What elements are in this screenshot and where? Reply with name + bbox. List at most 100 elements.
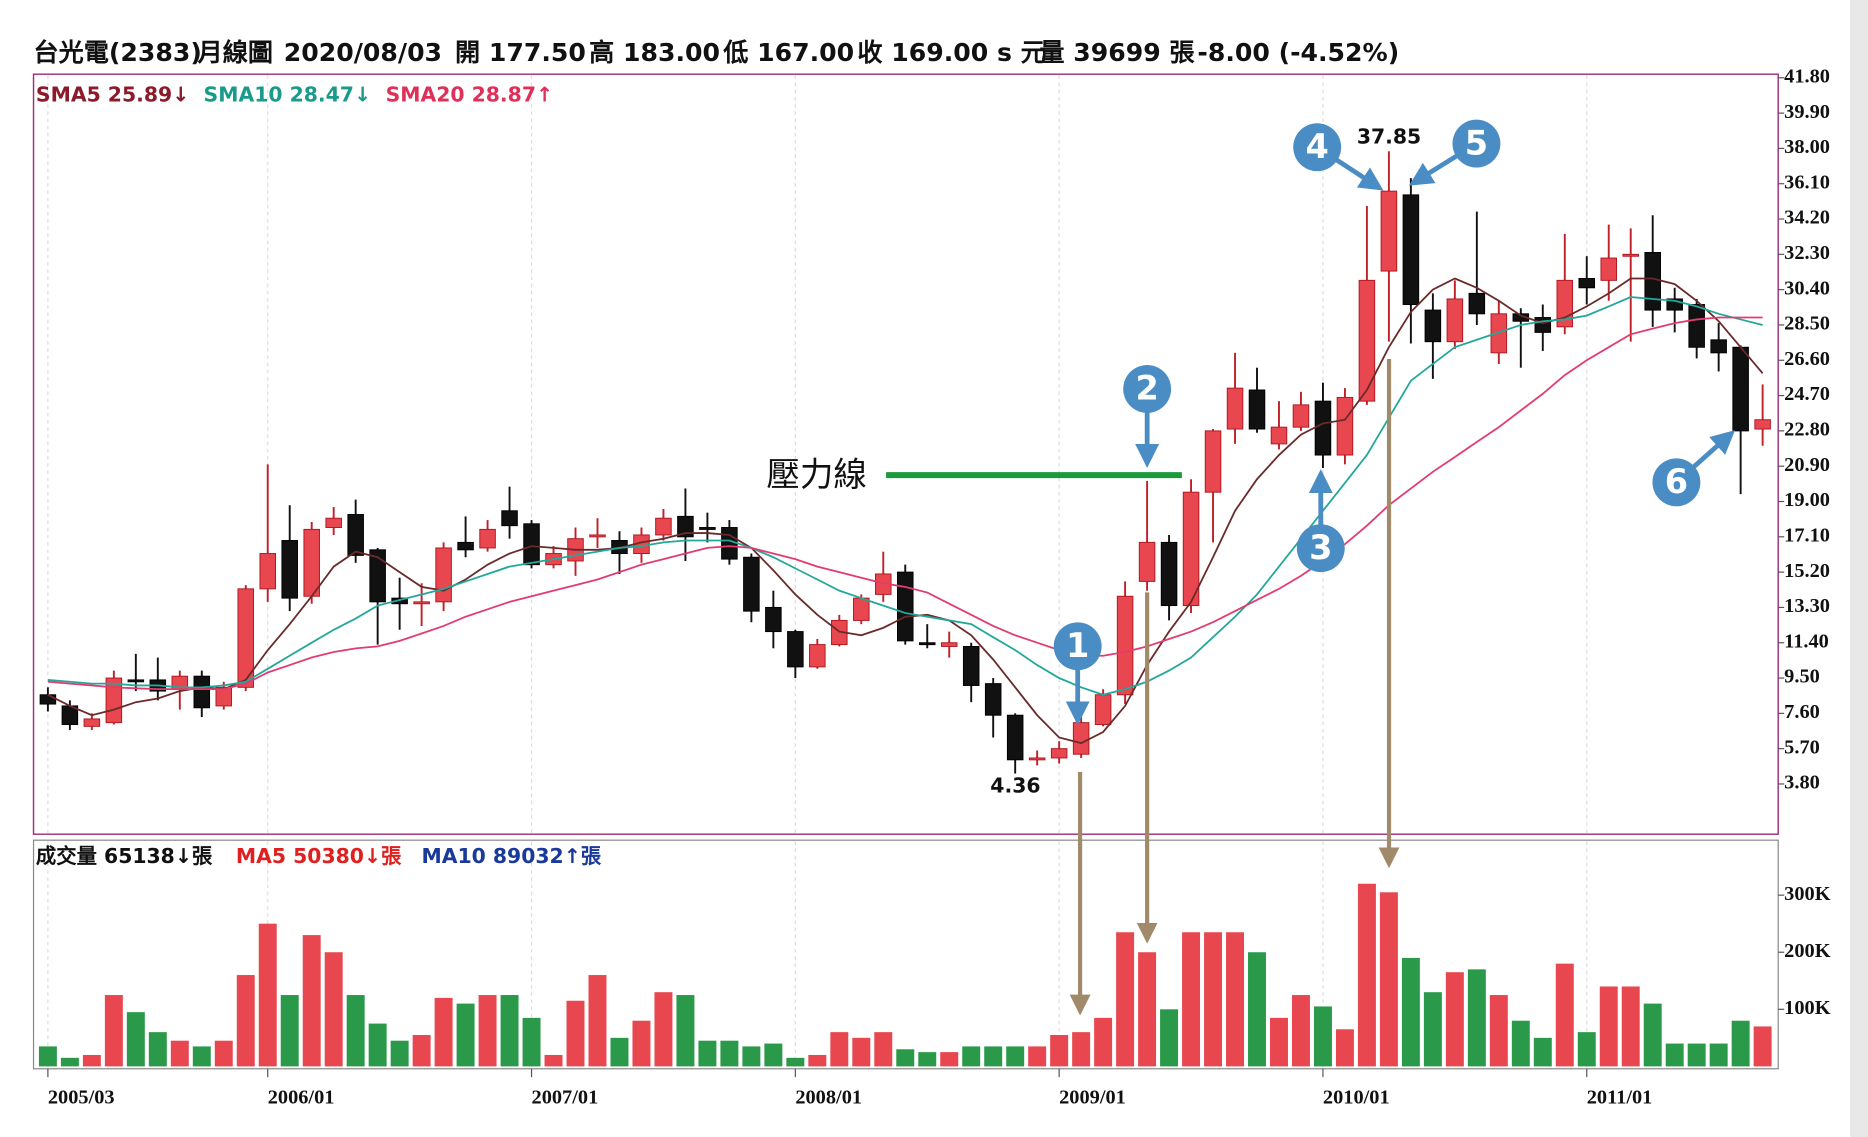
y-tick-label: 5.70 — [1784, 736, 1820, 758]
y-tick-label: 36.10 — [1784, 171, 1830, 193]
y-tick-label: 26.60 — [1784, 348, 1830, 370]
candle-body — [501, 510, 518, 527]
candle-body — [1160, 541, 1178, 607]
volume-bar — [1072, 1032, 1091, 1067]
candle-body — [1402, 194, 1420, 305]
pressure-label: 壓力線 — [766, 455, 867, 494]
y-tick-label: 20.90 — [1784, 454, 1830, 476]
volume-bar — [1006, 1046, 1025, 1067]
candle-body — [853, 597, 870, 621]
y-tick-label: 41.80 — [1784, 65, 1830, 87]
volume-bar — [126, 1012, 145, 1067]
volume-bar — [1204, 932, 1223, 1067]
volume-bar — [1182, 932, 1201, 1067]
header-item: 低 167.00 — [722, 38, 854, 67]
candle-body — [962, 645, 980, 686]
candle-body — [1116, 595, 1134, 696]
volume-bar — [742, 1046, 761, 1067]
candle-body — [1050, 748, 1068, 759]
volume-bar — [214, 1040, 233, 1067]
volume-bar — [1270, 1017, 1288, 1067]
header-item: 量 39699 張 — [1039, 38, 1195, 67]
volume-bar — [258, 923, 277, 1067]
volume-bar — [962, 1046, 981, 1067]
candle-body — [1666, 298, 1683, 311]
marker-circle — [1452, 119, 1501, 168]
y-tick-label: 38.00 — [1784, 136, 1830, 158]
volume-bar — [1313, 1006, 1332, 1067]
volume-bar — [874, 1032, 893, 1067]
candle-body — [1072, 722, 1090, 755]
volume-bar — [148, 1032, 167, 1067]
volume-bar — [346, 995, 365, 1067]
candle-body — [1600, 257, 1618, 281]
header-item: 2020/08/03 — [284, 38, 442, 67]
candle-body — [1710, 339, 1727, 354]
volume-bar — [698, 1040, 717, 1067]
volume-bar — [1445, 972, 1464, 1067]
candle-body — [1380, 190, 1398, 272]
volume-bar — [236, 975, 255, 1067]
y-tick-label: 39.90 — [1784, 101, 1830, 123]
candle-body — [413, 601, 430, 605]
volume-bar — [1621, 986, 1640, 1067]
x-tick-label: 2011/01 — [1587, 1086, 1653, 1108]
candle-body — [1270, 426, 1288, 445]
candle-body — [809, 644, 826, 668]
candle-body — [347, 514, 364, 556]
candle-body — [193, 675, 211, 709]
candle-body — [589, 534, 606, 538]
volume-bar — [1467, 969, 1486, 1067]
volume-bar — [918, 1052, 937, 1067]
legend-entry: 成交量 65138↓張 — [36, 844, 213, 868]
volume-bar — [82, 1054, 101, 1067]
x-tick-label: 2005/03 — [48, 1086, 115, 1108]
volume-bar — [500, 995, 519, 1067]
candle-body — [765, 606, 782, 633]
marker-circle — [1123, 365, 1172, 413]
volume-bar — [1599, 986, 1618, 1067]
candle-body — [83, 718, 101, 727]
candle-body — [215, 686, 233, 707]
volume-bar — [1665, 1043, 1684, 1067]
volume-bar — [808, 1054, 827, 1067]
volume-bar — [1094, 1017, 1113, 1067]
header-item: 高 183.00 — [589, 38, 720, 67]
legend-entry: MA10 89032↑張 — [421, 844, 601, 868]
candle-body — [940, 642, 958, 647]
volume-bar — [302, 935, 321, 1067]
volume-bar — [830, 1032, 849, 1067]
y-tick-label: 17.10 — [1784, 524, 1830, 546]
candle-body — [1006, 714, 1024, 761]
volume-bar — [60, 1057, 79, 1067]
candle-body — [1358, 279, 1376, 402]
candle-body — [457, 541, 474, 551]
y-tick-label: 32.30 — [1784, 242, 1830, 264]
y-tick-label: 3.80 — [1784, 772, 1820, 794]
x-tick-label: 2009/01 — [1059, 1086, 1126, 1108]
candle-body — [655, 517, 672, 536]
header-item: -8.00 (-4.52%) — [1197, 38, 1399, 67]
candle-body — [1336, 396, 1354, 456]
candle-body — [435, 547, 452, 603]
volume-bar — [1357, 883, 1376, 1067]
candle-body — [1292, 404, 1310, 428]
y-tick-label: 13.30 — [1784, 595, 1830, 617]
marker-label: 3 — [1309, 528, 1332, 567]
candle-body — [369, 549, 386, 603]
volume-bar — [1533, 1037, 1552, 1067]
y-tick-label: 34.20 — [1784, 207, 1830, 229]
candle-body — [699, 527, 716, 530]
volume-bar — [588, 975, 607, 1067]
marker-circle — [1296, 524, 1345, 573]
price-panel — [32, 73, 1779, 835]
candle-body — [1204, 430, 1222, 493]
x-tick-label: 2010/01 — [1323, 1086, 1390, 1108]
volume-bar — [1050, 1034, 1069, 1067]
volume-bar — [786, 1057, 805, 1067]
y-tick-label: 11.40 — [1784, 630, 1829, 652]
volume-bar — [610, 1037, 629, 1067]
legend-entry: MA5 50380↓張 — [236, 844, 402, 868]
volume-bar — [764, 1043, 783, 1067]
